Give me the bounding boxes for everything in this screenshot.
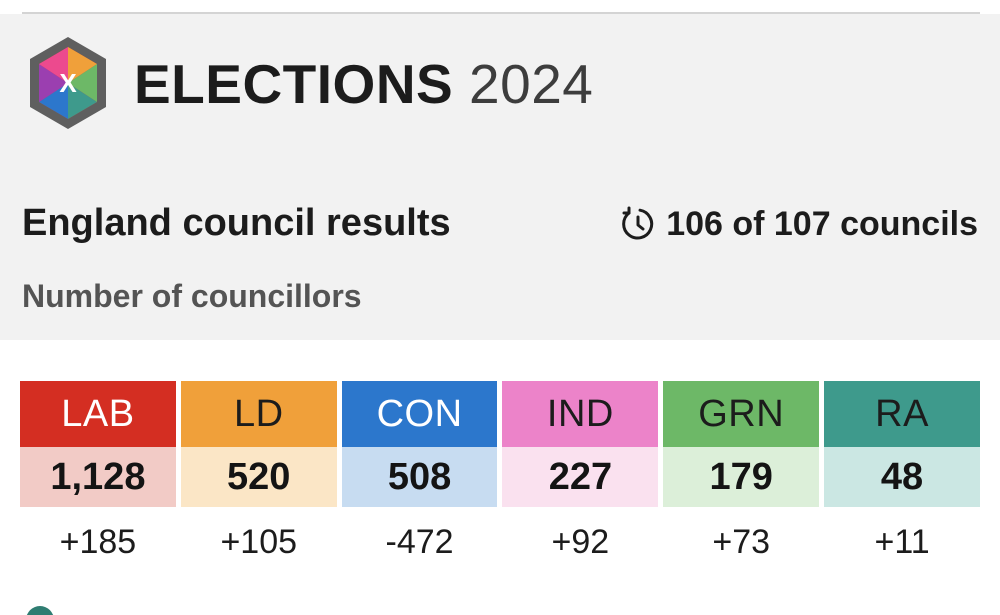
party-card[interactable]: RA 48 +11 — [824, 381, 980, 577]
party-seats: 508 — [341, 447, 498, 507]
party-name: LD — [180, 381, 337, 447]
party-name: LAB — [20, 381, 176, 447]
party-card[interactable]: IND 227 +92 — [502, 381, 659, 577]
party-card[interactable]: CON 508 -472 — [341, 381, 498, 577]
councils-progress: 106 of 107 councils — [620, 200, 978, 248]
party-change: +92 — [551, 522, 610, 561]
party-name: IND — [502, 381, 659, 447]
subtitle: Number of councillors — [22, 278, 362, 314]
progress-text: 106 of 107 councils — [666, 205, 978, 243]
party-change: +73 — [712, 522, 771, 561]
results-header-panel — [0, 14, 1000, 340]
party-change: +105 — [220, 522, 298, 561]
brand-word: ELECTIONS — [134, 53, 454, 115]
elections-logo-icon: X — [30, 37, 106, 129]
party-seats: 1,128 — [20, 447, 176, 507]
party-results: LAB 1,128 +185 LD 520 +105 CON 508 -472 … — [20, 381, 980, 577]
party-card[interactable]: LD 520 +105 — [180, 381, 337, 577]
party-name: CON — [341, 381, 498, 447]
party-change: +11 — [874, 522, 930, 561]
party-seats: 48 — [824, 447, 980, 507]
logo-letter: X — [59, 68, 77, 98]
party-seats: 179 — [663, 447, 820, 507]
section-title: England council results — [22, 202, 451, 244]
party-card[interactable]: LAB 1,128 +185 — [20, 381, 176, 577]
party-name: RA — [824, 381, 980, 447]
status-dot-icon — [26, 606, 54, 615]
page-title: ELECTIONS 2024 — [134, 52, 593, 116]
party-change: +185 — [59, 522, 137, 561]
party-seats: 520 — [180, 447, 337, 507]
party-seats: 227 — [502, 447, 659, 507]
brand-year: 2024 — [469, 53, 594, 115]
clock-refresh-icon — [622, 206, 654, 240]
party-change: -472 — [385, 522, 454, 561]
party-card[interactable]: GRN 179 +73 — [663, 381, 820, 577]
top-divider — [22, 12, 980, 14]
party-name: GRN — [663, 381, 820, 447]
